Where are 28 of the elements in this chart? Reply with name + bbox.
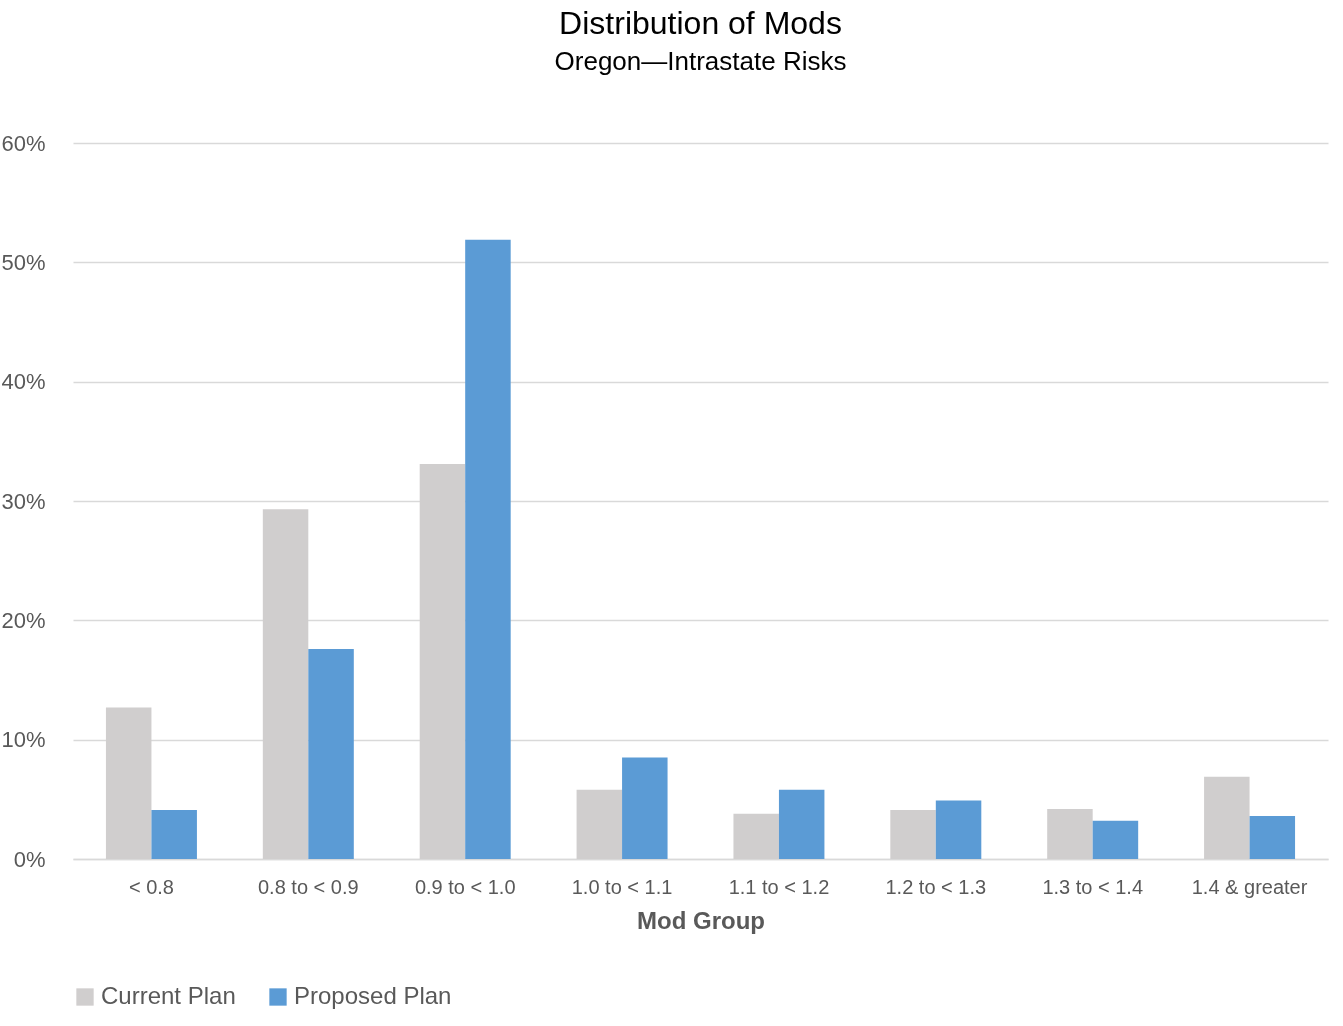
x-tick-label: 1.2 to < 1.3 [885,875,987,898]
x-tick-label: 0.8 to < 0.9 [257,875,359,898]
bar [465,239,511,859]
bar [935,800,982,859]
bar [308,648,354,859]
x-tick-label: 0.9 to < 1.0 [414,875,516,898]
y-tick-label: 60% [1,130,46,156]
bar [1092,820,1139,859]
bar [1249,816,1296,859]
y-tick-label: 40% [1,369,46,395]
bar [778,789,825,859]
x-tick-label: 1.4 & greater [1191,875,1308,898]
x-tick-label: 1.3 to < 1.4 [1042,875,1144,898]
x-tick-label: 1.0 to < 1.1 [571,875,673,898]
y-tick-label: 20% [1,607,46,633]
bar [622,757,668,859]
chart-subtitle: Oregon—Intrastate Risks [554,46,847,76]
legend-label: Proposed Plan [294,982,452,1009]
x-tick-label: 1.1 to < 1.2 [728,875,830,898]
x-axis-title: Mod Group [637,906,765,934]
legend-label: Current Plan [101,982,236,1009]
y-tick-label: 30% [1,488,46,514]
chart-title: Distribution of Mods [559,5,842,41]
y-tick-label: 10% [1,727,46,753]
y-tick-label: 0% [13,846,46,872]
y-tick-label: 50% [1,249,46,275]
x-tick-label: < 0.8 [128,875,174,898]
bar [151,810,197,859]
